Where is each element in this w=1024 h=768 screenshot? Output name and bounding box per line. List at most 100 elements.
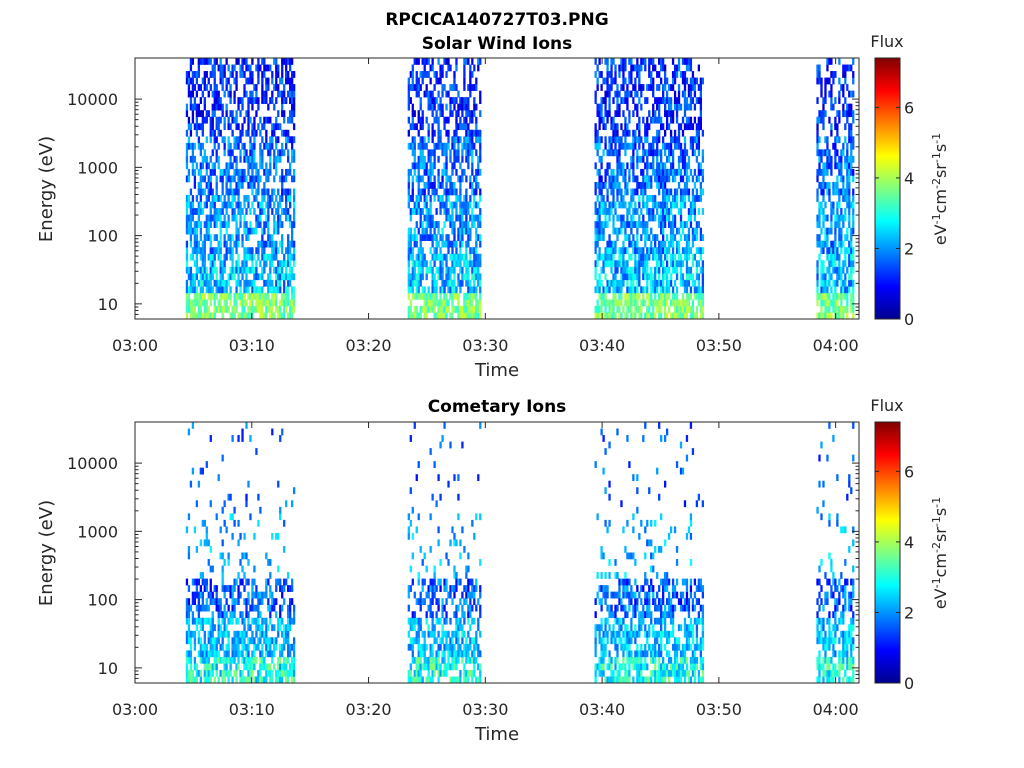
heatmap-cell bbox=[293, 71, 295, 78]
heatmap-cell bbox=[285, 286, 287, 293]
heatmap-cell bbox=[596, 169, 598, 176]
heatmap-cell bbox=[247, 195, 249, 202]
heatmap-cell bbox=[646, 156, 648, 163]
heatmap-cell bbox=[451, 110, 453, 117]
heatmap-cell bbox=[235, 169, 237, 176]
heatmap-cell bbox=[838, 293, 840, 300]
heatmap-cell bbox=[291, 234, 293, 241]
heatmap-cell bbox=[279, 195, 281, 202]
heatmap-cell bbox=[459, 312, 461, 319]
heatmap-cell bbox=[664, 97, 666, 104]
heatmap-cell bbox=[664, 306, 666, 313]
heatmap-cell bbox=[212, 663, 214, 670]
heatmap-cell bbox=[830, 91, 832, 98]
heatmap-cell bbox=[477, 182, 479, 189]
heatmap-cell bbox=[846, 175, 848, 182]
heatmap-cell bbox=[850, 104, 852, 111]
heatmap-cell bbox=[428, 156, 430, 163]
heatmap-cell bbox=[650, 280, 652, 287]
heatmap-cell bbox=[227, 306, 229, 313]
heatmap-cell bbox=[433, 71, 435, 78]
heatmap-cell bbox=[418, 58, 420, 65]
heatmap-cell bbox=[192, 273, 194, 280]
heatmap-cell bbox=[420, 273, 422, 280]
heatmap-cell bbox=[435, 500, 437, 507]
heatmap-cell bbox=[453, 234, 455, 241]
heatmap-cell bbox=[618, 143, 620, 150]
heatmap-cell bbox=[616, 299, 618, 306]
heatmap-cell bbox=[275, 280, 277, 287]
heatmap-cell bbox=[652, 169, 654, 176]
heatmap-cell bbox=[210, 71, 212, 78]
heatmap-cell bbox=[634, 299, 636, 306]
heatmap-cell bbox=[263, 71, 265, 78]
heatmap-cell bbox=[267, 286, 269, 293]
heatmap-cell bbox=[604, 169, 606, 176]
heatmap-cell bbox=[840, 280, 842, 287]
heatmap-cell bbox=[670, 241, 672, 248]
heatmap-cell bbox=[190, 104, 192, 111]
heatmap-cell bbox=[606, 169, 608, 176]
heatmap-cell bbox=[277, 202, 279, 209]
heatmap-cell bbox=[212, 260, 214, 267]
heatmap-cell bbox=[241, 293, 243, 300]
heatmap-cell bbox=[237, 123, 239, 130]
heatmap-cell bbox=[620, 273, 622, 280]
heatmap-cell bbox=[676, 260, 678, 267]
heatmap-cell bbox=[616, 189, 618, 196]
heatmap-cell bbox=[202, 468, 204, 475]
heatmap-cell bbox=[267, 280, 269, 287]
heatmap-cell bbox=[227, 117, 229, 124]
heatmap-cell bbox=[224, 663, 226, 670]
heatmap-cell bbox=[414, 84, 416, 91]
heatmap-cell bbox=[194, 175, 196, 182]
heatmap-cell bbox=[449, 676, 451, 683]
heatmap-cell bbox=[461, 208, 463, 215]
heatmap-cell bbox=[844, 65, 846, 72]
heatmap-cell bbox=[602, 293, 604, 300]
heatmap-cell bbox=[412, 208, 414, 215]
heatmap-cell bbox=[826, 149, 828, 156]
heatmap-cell bbox=[672, 78, 674, 85]
heatmap-cell bbox=[206, 286, 208, 293]
heatmap-cell bbox=[210, 293, 212, 300]
heatmap-cell bbox=[852, 260, 854, 267]
heatmap-cell bbox=[239, 267, 241, 274]
heatmap-cell bbox=[682, 280, 684, 287]
heatmap-cell bbox=[664, 189, 666, 196]
heatmap-cell bbox=[658, 293, 660, 300]
heatmap-cell bbox=[263, 169, 265, 176]
heatmap-cell bbox=[445, 117, 447, 124]
heatmap-cell bbox=[628, 286, 630, 293]
heatmap-cell bbox=[656, 182, 658, 189]
heatmap-cell bbox=[692, 208, 694, 215]
heatmap-cell bbox=[622, 215, 624, 222]
heatmap-cell bbox=[410, 644, 412, 651]
heatmap-cell bbox=[654, 299, 656, 306]
heatmap-cell bbox=[212, 631, 214, 638]
heatmap-cell bbox=[644, 241, 646, 248]
heatmap-cell bbox=[424, 631, 426, 638]
heatmap-cell bbox=[271, 605, 273, 612]
heatmap-cell bbox=[289, 136, 291, 143]
heatmap-cell bbox=[694, 84, 696, 91]
heatmap-cell bbox=[281, 189, 283, 196]
heatmap-cell bbox=[656, 143, 658, 150]
heatmap-cell bbox=[648, 123, 650, 130]
heatmap-cell bbox=[636, 306, 638, 313]
heatmap-cell bbox=[237, 195, 239, 202]
heatmap-cell bbox=[818, 234, 820, 241]
heatmap-cell bbox=[846, 84, 848, 91]
heatmap-cell bbox=[216, 149, 218, 156]
heatmap-cell bbox=[598, 117, 600, 124]
heatmap-cell bbox=[598, 306, 600, 313]
heatmap-cell bbox=[686, 65, 688, 72]
heatmap-cell bbox=[818, 117, 820, 124]
heatmap-cell bbox=[698, 195, 700, 202]
heatmap-cell bbox=[662, 241, 664, 248]
heatmap-cell bbox=[291, 598, 293, 605]
heatmap-cell bbox=[196, 221, 198, 228]
heatmap-cell bbox=[263, 293, 265, 300]
heatmap-cell bbox=[229, 234, 231, 241]
heatmap-cell bbox=[473, 143, 475, 150]
